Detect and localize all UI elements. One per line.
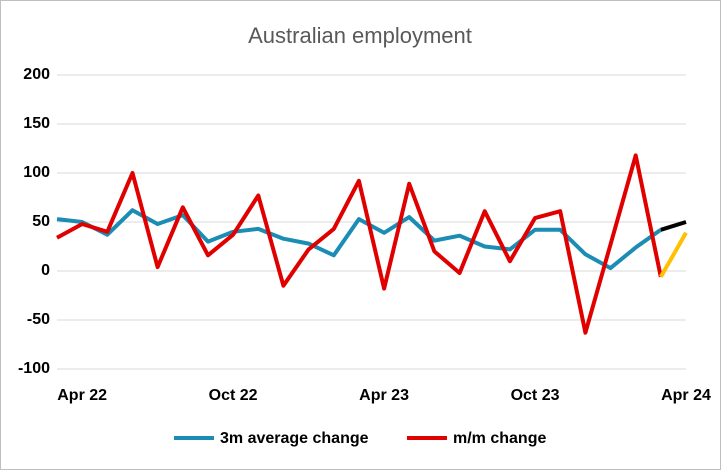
x-tick-label: Apr 23 [359, 387, 409, 404]
y-tick-label: -100 [18, 360, 50, 377]
data-line [56, 153, 663, 335]
chart-title: Australian employment [248, 23, 472, 48]
y-tick-label: 200 [23, 66, 50, 83]
x-tick-label: Apr 24 [661, 387, 711, 404]
x-tick-label: Apr 22 [57, 387, 107, 404]
y-tick-label: 0 [41, 262, 50, 279]
data-line [660, 220, 687, 232]
y-tick-label: -50 [27, 311, 50, 328]
legend-label: m/m change [453, 430, 546, 447]
legend-label: 3m average change [220, 430, 369, 447]
y-tick-label: 50 [32, 213, 50, 230]
x-tick-label: Oct 22 [209, 387, 258, 404]
data-line [659, 231, 688, 278]
y-tick-label: 150 [23, 115, 50, 132]
x-tick-label: Oct 23 [511, 387, 560, 404]
y-tick-label: 100 [23, 164, 50, 181]
data-line [56, 208, 662, 271]
